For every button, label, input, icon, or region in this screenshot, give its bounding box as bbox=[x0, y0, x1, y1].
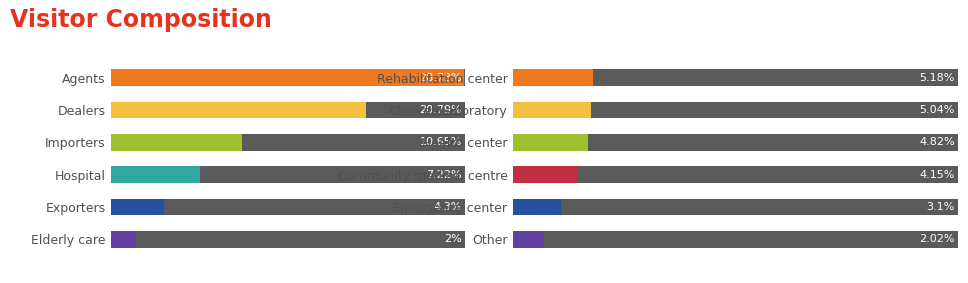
Bar bbox=[513, 102, 958, 118]
Bar bbox=[513, 69, 593, 86]
Bar bbox=[111, 199, 164, 215]
Bar bbox=[111, 69, 465, 86]
Bar bbox=[111, 102, 366, 118]
Bar bbox=[111, 102, 465, 118]
Bar bbox=[513, 231, 958, 248]
Bar bbox=[111, 69, 464, 86]
Bar bbox=[513, 231, 544, 248]
Bar bbox=[111, 134, 465, 151]
Text: 20.79%: 20.79% bbox=[419, 105, 462, 115]
Bar bbox=[513, 69, 958, 86]
Text: 2%: 2% bbox=[444, 234, 462, 244]
Bar bbox=[513, 199, 560, 215]
Bar bbox=[513, 102, 590, 118]
Bar bbox=[513, 134, 588, 151]
Text: 28.73%: 28.73% bbox=[419, 73, 462, 83]
Text: 3.1%: 3.1% bbox=[926, 202, 954, 212]
Bar bbox=[111, 134, 242, 151]
Bar bbox=[111, 231, 465, 248]
Bar bbox=[111, 166, 199, 183]
Bar bbox=[513, 166, 958, 183]
Text: 4.82%: 4.82% bbox=[920, 137, 954, 147]
Text: 4.3%: 4.3% bbox=[434, 202, 462, 212]
Text: 10.65%: 10.65% bbox=[419, 137, 462, 147]
Text: 4.15%: 4.15% bbox=[920, 170, 954, 180]
Bar bbox=[111, 199, 465, 215]
Text: 2.02%: 2.02% bbox=[920, 234, 954, 244]
Text: 5.18%: 5.18% bbox=[920, 73, 954, 83]
Text: 5.04%: 5.04% bbox=[920, 105, 954, 115]
Text: 7.22%: 7.22% bbox=[426, 170, 462, 180]
Bar bbox=[513, 199, 958, 215]
Bar bbox=[513, 166, 577, 183]
Text: Visitor Composition: Visitor Composition bbox=[10, 8, 272, 33]
Bar bbox=[513, 134, 958, 151]
Bar bbox=[111, 231, 136, 248]
Bar bbox=[111, 166, 465, 183]
